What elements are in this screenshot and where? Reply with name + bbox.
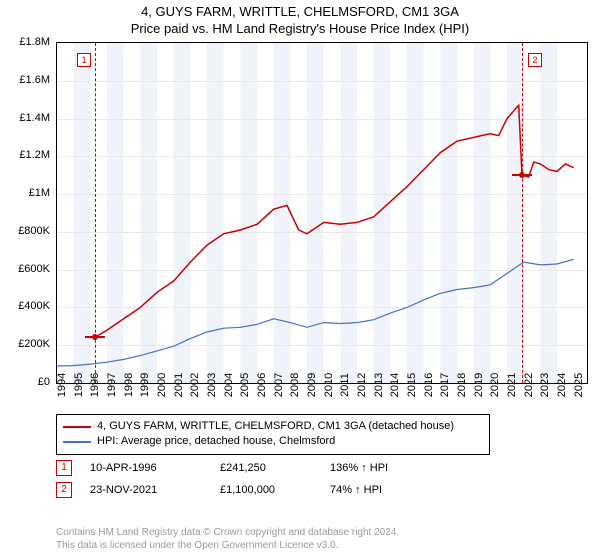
y-tick-label: £0 (38, 376, 50, 388)
sale-row: 2 23-NOV-2021 £1,100,000 74% ↑ HPI (56, 482, 584, 498)
sale-row-marker: 1 (56, 460, 72, 476)
sale-row-price: £1,100,000 (220, 484, 310, 496)
x-tick-label: 2009 (306, 373, 318, 397)
sale-marker-vline (522, 43, 523, 383)
sale-marker-dot (92, 334, 98, 340)
sale-row-pct: 74% ↑ HPI (330, 484, 430, 496)
x-tick-label: 1994 (56, 373, 68, 397)
y-tick-label: £1.2M (19, 149, 50, 161)
sale-row-date: 10-APR-1996 (90, 462, 200, 474)
x-tick-label: 2000 (156, 373, 168, 397)
y-tick-label: £200K (18, 338, 50, 350)
x-tick-label: 1999 (139, 373, 151, 397)
footer-line2: This data is licensed under the Open Gov… (56, 539, 399, 552)
chart-titles: 4, GUYS FARM, WRITTLE, CHELMSFORD, CM1 3… (0, 0, 600, 38)
sale-marker-box: 1 (77, 53, 91, 67)
x-tick-label: 1997 (106, 373, 118, 397)
x-tick-label: 2006 (256, 373, 268, 397)
sale-row-price: £241,250 (220, 462, 310, 474)
x-tick-label: 2022 (523, 373, 535, 397)
chart-container: 4, GUYS FARM, WRITTLE, CHELMSFORD, CM1 3… (0, 0, 600, 560)
legend-swatch-property (63, 426, 91, 428)
x-tick-label: 2011 (339, 373, 351, 397)
y-tick-label: £1.6M (19, 74, 50, 86)
series-property (95, 105, 574, 337)
x-tick-label: 2003 (206, 373, 218, 397)
x-tick-label: 2004 (223, 373, 235, 397)
x-tick-label: 2001 (173, 373, 185, 397)
x-tick-label: 2025 (573, 373, 585, 397)
y-axis: £0£200K£400K£600K£800K£1M£1.2M£1.4M£1.6M… (10, 42, 54, 382)
chart-title: 4, GUYS FARM, WRITTLE, CHELMSFORD, CM1 3… (0, 4, 600, 21)
plot-lines (57, 43, 587, 383)
x-tick-label: 2018 (456, 373, 468, 397)
x-tick-label: 2020 (489, 373, 501, 397)
sale-marker-dot (519, 172, 525, 178)
legend-item-hpi: HPI: Average price, detached house, Chel… (63, 434, 483, 449)
y-tick-label: £1.4M (19, 112, 50, 124)
x-tick-label: 2021 (506, 373, 518, 397)
x-tick-label: 1995 (73, 373, 85, 397)
chart-holder: £0 £200K £400K £600K £800K £1M £1.2M £1.4M £1.6M… (10, 42, 590, 412)
x-tick-label: 2002 (189, 373, 201, 397)
footer-line1: Contains HM Land Registry data © Crown c… (56, 526, 399, 539)
y-tick-label: £400K (18, 300, 50, 312)
sale-row-marker: 2 (56, 482, 72, 498)
legend-box: 4, GUYS FARM, WRITTLE, CHELMSFORD, CM1 3… (56, 414, 490, 455)
x-tick-label: 2013 (373, 373, 385, 397)
x-tick-label: 2017 (439, 373, 451, 397)
y-tick-label: £600K (18, 263, 50, 275)
x-tick-label: 2008 (289, 373, 301, 397)
plot-area: 12 (56, 42, 588, 384)
legend-label-property: 4, GUYS FARM, WRITTLE, CHELMSFORD, CM1 3… (97, 419, 454, 434)
x-tick-label: 2024 (556, 373, 568, 397)
x-tick-label: 2019 (473, 373, 485, 397)
x-tick-label: 2005 (239, 373, 251, 397)
y-tick-label: £1M (29, 187, 50, 199)
legend-swatch-hpi (63, 441, 91, 443)
legend-label-hpi: HPI: Average price, detached house, Chel… (97, 434, 335, 449)
chart-subtitle: Price paid vs. HM Land Registry's House … (0, 21, 600, 38)
sale-row: 1 10-APR-1996 £241,250 136% ↑ HPI (56, 460, 584, 476)
y-tick-label: £1.8M (19, 36, 50, 48)
x-tick-label: 2012 (356, 373, 368, 397)
x-tick-label: 2007 (273, 373, 285, 397)
series-hpi (57, 259, 574, 366)
x-tick-label: 2023 (539, 373, 551, 397)
y-tick-label: £800K (18, 225, 50, 237)
sale-marker-box: 2 (528, 53, 542, 67)
sale-row-pct: 136% ↑ HPI (330, 462, 430, 474)
x-tick-label: 2014 (389, 373, 401, 397)
sale-row-date: 23-NOV-2021 (90, 484, 200, 496)
legend-item-property: 4, GUYS FARM, WRITTLE, CHELMSFORD, CM1 3… (63, 419, 483, 434)
sales-table: 1 10-APR-1996 £241,250 136% ↑ HPI 2 23-NOV-20… (56, 460, 584, 504)
x-tick-label: 2010 (323, 373, 335, 397)
x-tick-label: 2016 (423, 373, 435, 397)
footer-attribution: Contains HM Land Registry data © Crown c… (56, 526, 399, 552)
x-axis: 1994199519961997199819992000200120022003… (56, 382, 586, 412)
x-tick-label: 2015 (406, 373, 418, 397)
sale-marker-vline (95, 43, 96, 383)
x-tick-label: 1998 (123, 373, 135, 397)
